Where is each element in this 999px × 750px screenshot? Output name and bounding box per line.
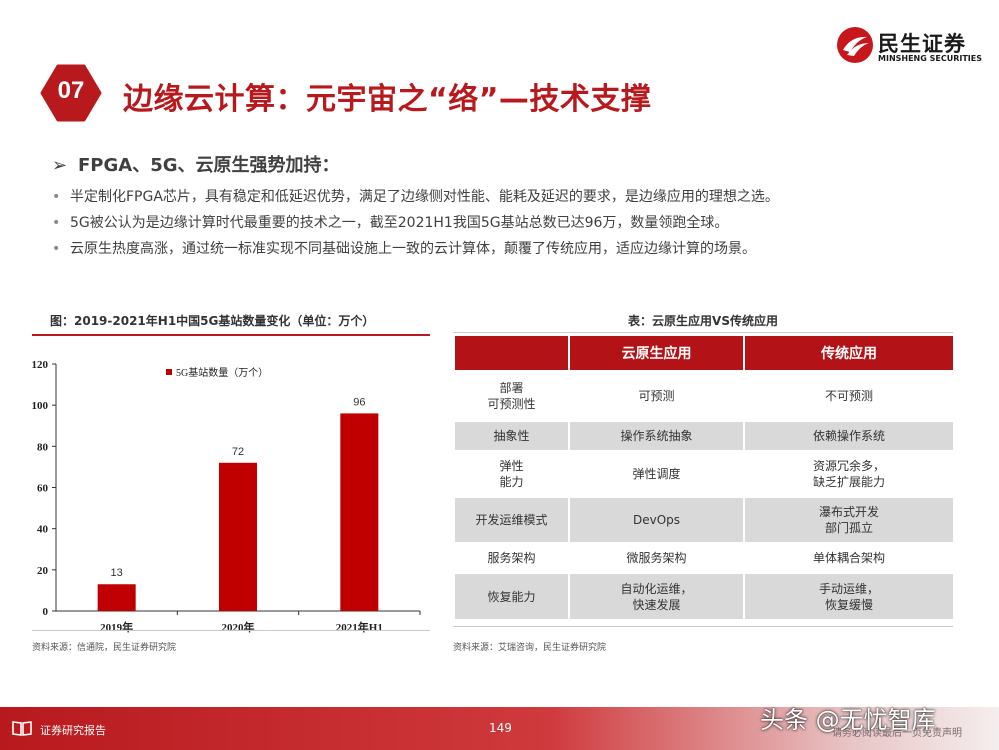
table-cell: DevOps <box>568 496 745 543</box>
footer-label: 证券研究报告 <box>40 724 106 737</box>
table-cell: 自动化运维， 快速发展 <box>568 572 745 619</box>
watermark-text: 头条 @无忧智库 <box>760 706 936 734</box>
footer-bar <box>0 707 999 750</box>
table-cell: 单体耦合架构 <box>743 542 955 573</box>
chart-title: 图：2019-2021年H1中国5G基站数量变化（单位：万个） <box>50 314 375 328</box>
x-tick-label: 2020年 <box>222 620 255 634</box>
table-row: 恢复能力 自动化运维， 快速发展 手动运维， 恢复缓慢 <box>453 572 955 619</box>
brand-name-cn: 民生证券 <box>878 32 966 56</box>
bar-value-label: 96 <box>353 396 365 408</box>
bullet-item: • 云原生热度高涨，通过统一标准实现不同基础设施上一致的云计算体，颠覆了传统应用，… <box>52 238 779 264</box>
table-source: 资料来源：艾瑞咨询，民生证券研究院 <box>453 643 607 653</box>
bullet-dot-icon: • <box>52 215 61 231</box>
y-tick-label: 80 <box>37 441 49 453</box>
table-header-cell <box>453 336 570 371</box>
page-number: 149 <box>489 721 512 735</box>
y-tick-label: 40 <box>37 524 49 536</box>
table-row: 抽象性 操作系统抽象 依赖操作系统 <box>453 420 955 451</box>
bullet-list: • 半定制化FPGA芯片，具有稳定和低延迟优势，满足了边缘侧对性能、能耗及延迟的要… <box>52 186 779 264</box>
table-header-cell: 传统应用 <box>743 336 955 371</box>
table-cell: 手动运维， 恢复缓慢 <box>743 572 955 619</box>
subheading-text: FPGA、5G、云原生强势加持： <box>78 155 340 176</box>
table-cell: 依赖操作系统 <box>743 420 955 451</box>
table-title-divider <box>453 332 953 333</box>
y-tick-label: 0 <box>43 606 49 618</box>
table-cell: 微服务架构 <box>568 542 745 573</box>
section-number-badge: 07 <box>40 64 102 122</box>
section-number: 07 <box>57 77 85 104</box>
x-tick-label: 2019年 <box>100 620 133 634</box>
table-cell: 不可预测 <box>743 370 955 421</box>
bar-value-label: 13 <box>111 567 123 579</box>
legend-swatch <box>166 369 172 375</box>
table-cell: 弹性调度 <box>568 450 745 497</box>
chart-source: 资料来源：信通院，民生证券研究院 <box>32 643 177 653</box>
table-cell: 瀑布式开发 部门孤立 <box>743 496 955 543</box>
footer-disclaimer: 请务必阅读最后一页免责声明 <box>832 728 962 739</box>
bar-chart: 0 20 40 60 80 100 120 13 2019年 72 2020年 96 2021年H1 5G… <box>32 359 421 634</box>
brand-logo: 民生证券 MINSHENG SECURITIES <box>836 26 986 66</box>
y-tick-label: 100 <box>32 400 49 412</box>
bullet-dot-icon: • <box>52 241 61 257</box>
bullet-text: 半定制化FPGA芯片，具有稳定和低延迟优势，满足了边缘侧对性能、能耗及延迟的要求… <box>70 189 779 205</box>
y-tick-label: 60 <box>37 483 49 495</box>
bar <box>219 462 257 611</box>
table-row: 开发运维模式 DevOps 瀑布式开发 部门孤立 <box>453 496 955 543</box>
comparison-table: 云原生应用 传统应用 部署 可预测性 可预测 不可预测 抽象性 操作系统抽象 依赖… <box>453 336 955 619</box>
book-icon <box>12 721 32 736</box>
table-cell: 服务架构 <box>453 542 570 573</box>
table-row: 弹性 能力 弹性调度 资源冗余多， 缺乏扩展能力 <box>453 450 955 497</box>
table-cell: 部署 可预测性 <box>453 370 570 421</box>
brand-name-en: MINSHENG SECURITIES <box>878 54 982 63</box>
bar-value-label: 72 <box>232 446 244 458</box>
table-row: 服务架构 微服务架构 单体耦合架构 <box>453 542 955 573</box>
chart-bottom-divider <box>32 630 430 631</box>
table-cell: 可预测 <box>568 370 745 421</box>
table-cell: 资源冗余多， 缺乏扩展能力 <box>743 450 955 497</box>
bullet-dot-icon: • <box>52 189 61 205</box>
table-title: 表：云原生应用VS传统应用 <box>628 314 778 328</box>
bullet-text: 云原生热度高涨，通过统一标准实现不同基础设施上一致的云计算体，颠覆了传统应用，适… <box>70 241 756 257</box>
page-title: 边缘云计算：元宇宙之“络”—技术支撑 <box>123 82 652 117</box>
arrow-bullet-icon: ➢ <box>52 155 68 176</box>
y-tick-label: 20 <box>37 565 49 577</box>
table-row: 部署 可预测性 可预测 不可预测 <box>453 370 955 421</box>
table-cell: 恢复能力 <box>453 572 570 619</box>
bar <box>340 413 379 611</box>
subheading: ➢ FPGA、5G、云原生强势加持： <box>52 151 340 177</box>
chart-title-divider <box>32 334 430 336</box>
bullet-item: • 半定制化FPGA芯片，具有稳定和低延迟优势，满足了边缘侧对性能、能耗及延迟的要… <box>52 186 779 212</box>
table-header-row: 云原生应用 传统应用 <box>453 336 955 371</box>
hexagon-icon <box>40 64 102 122</box>
table-cell: 弹性 能力 <box>453 450 570 497</box>
table-header-cell: 云原生应用 <box>568 336 745 371</box>
table-cell: 抽象性 <box>453 420 570 451</box>
legend-label: 5G基站数量（万个） <box>176 366 268 379</box>
table-cell: 操作系统抽象 <box>568 420 745 451</box>
bullet-item: • 5G被公认为是边缘计算时代最重要的技术之一，截至2021H1我国5G基站总数已… <box>52 212 779 238</box>
table-cell: 开发运维模式 <box>453 496 570 543</box>
y-tick-label: 120 <box>32 359 49 371</box>
minsheng-logo-icon <box>837 27 873 63</box>
bar <box>97 584 136 611</box>
table-bottom-divider <box>453 626 953 627</box>
x-tick-label: 2021年H1 <box>336 620 383 634</box>
bullet-text: 5G被公认为是边缘计算时代最重要的技术之一，截至2021H1我国5G基站总数已达… <box>70 215 729 231</box>
